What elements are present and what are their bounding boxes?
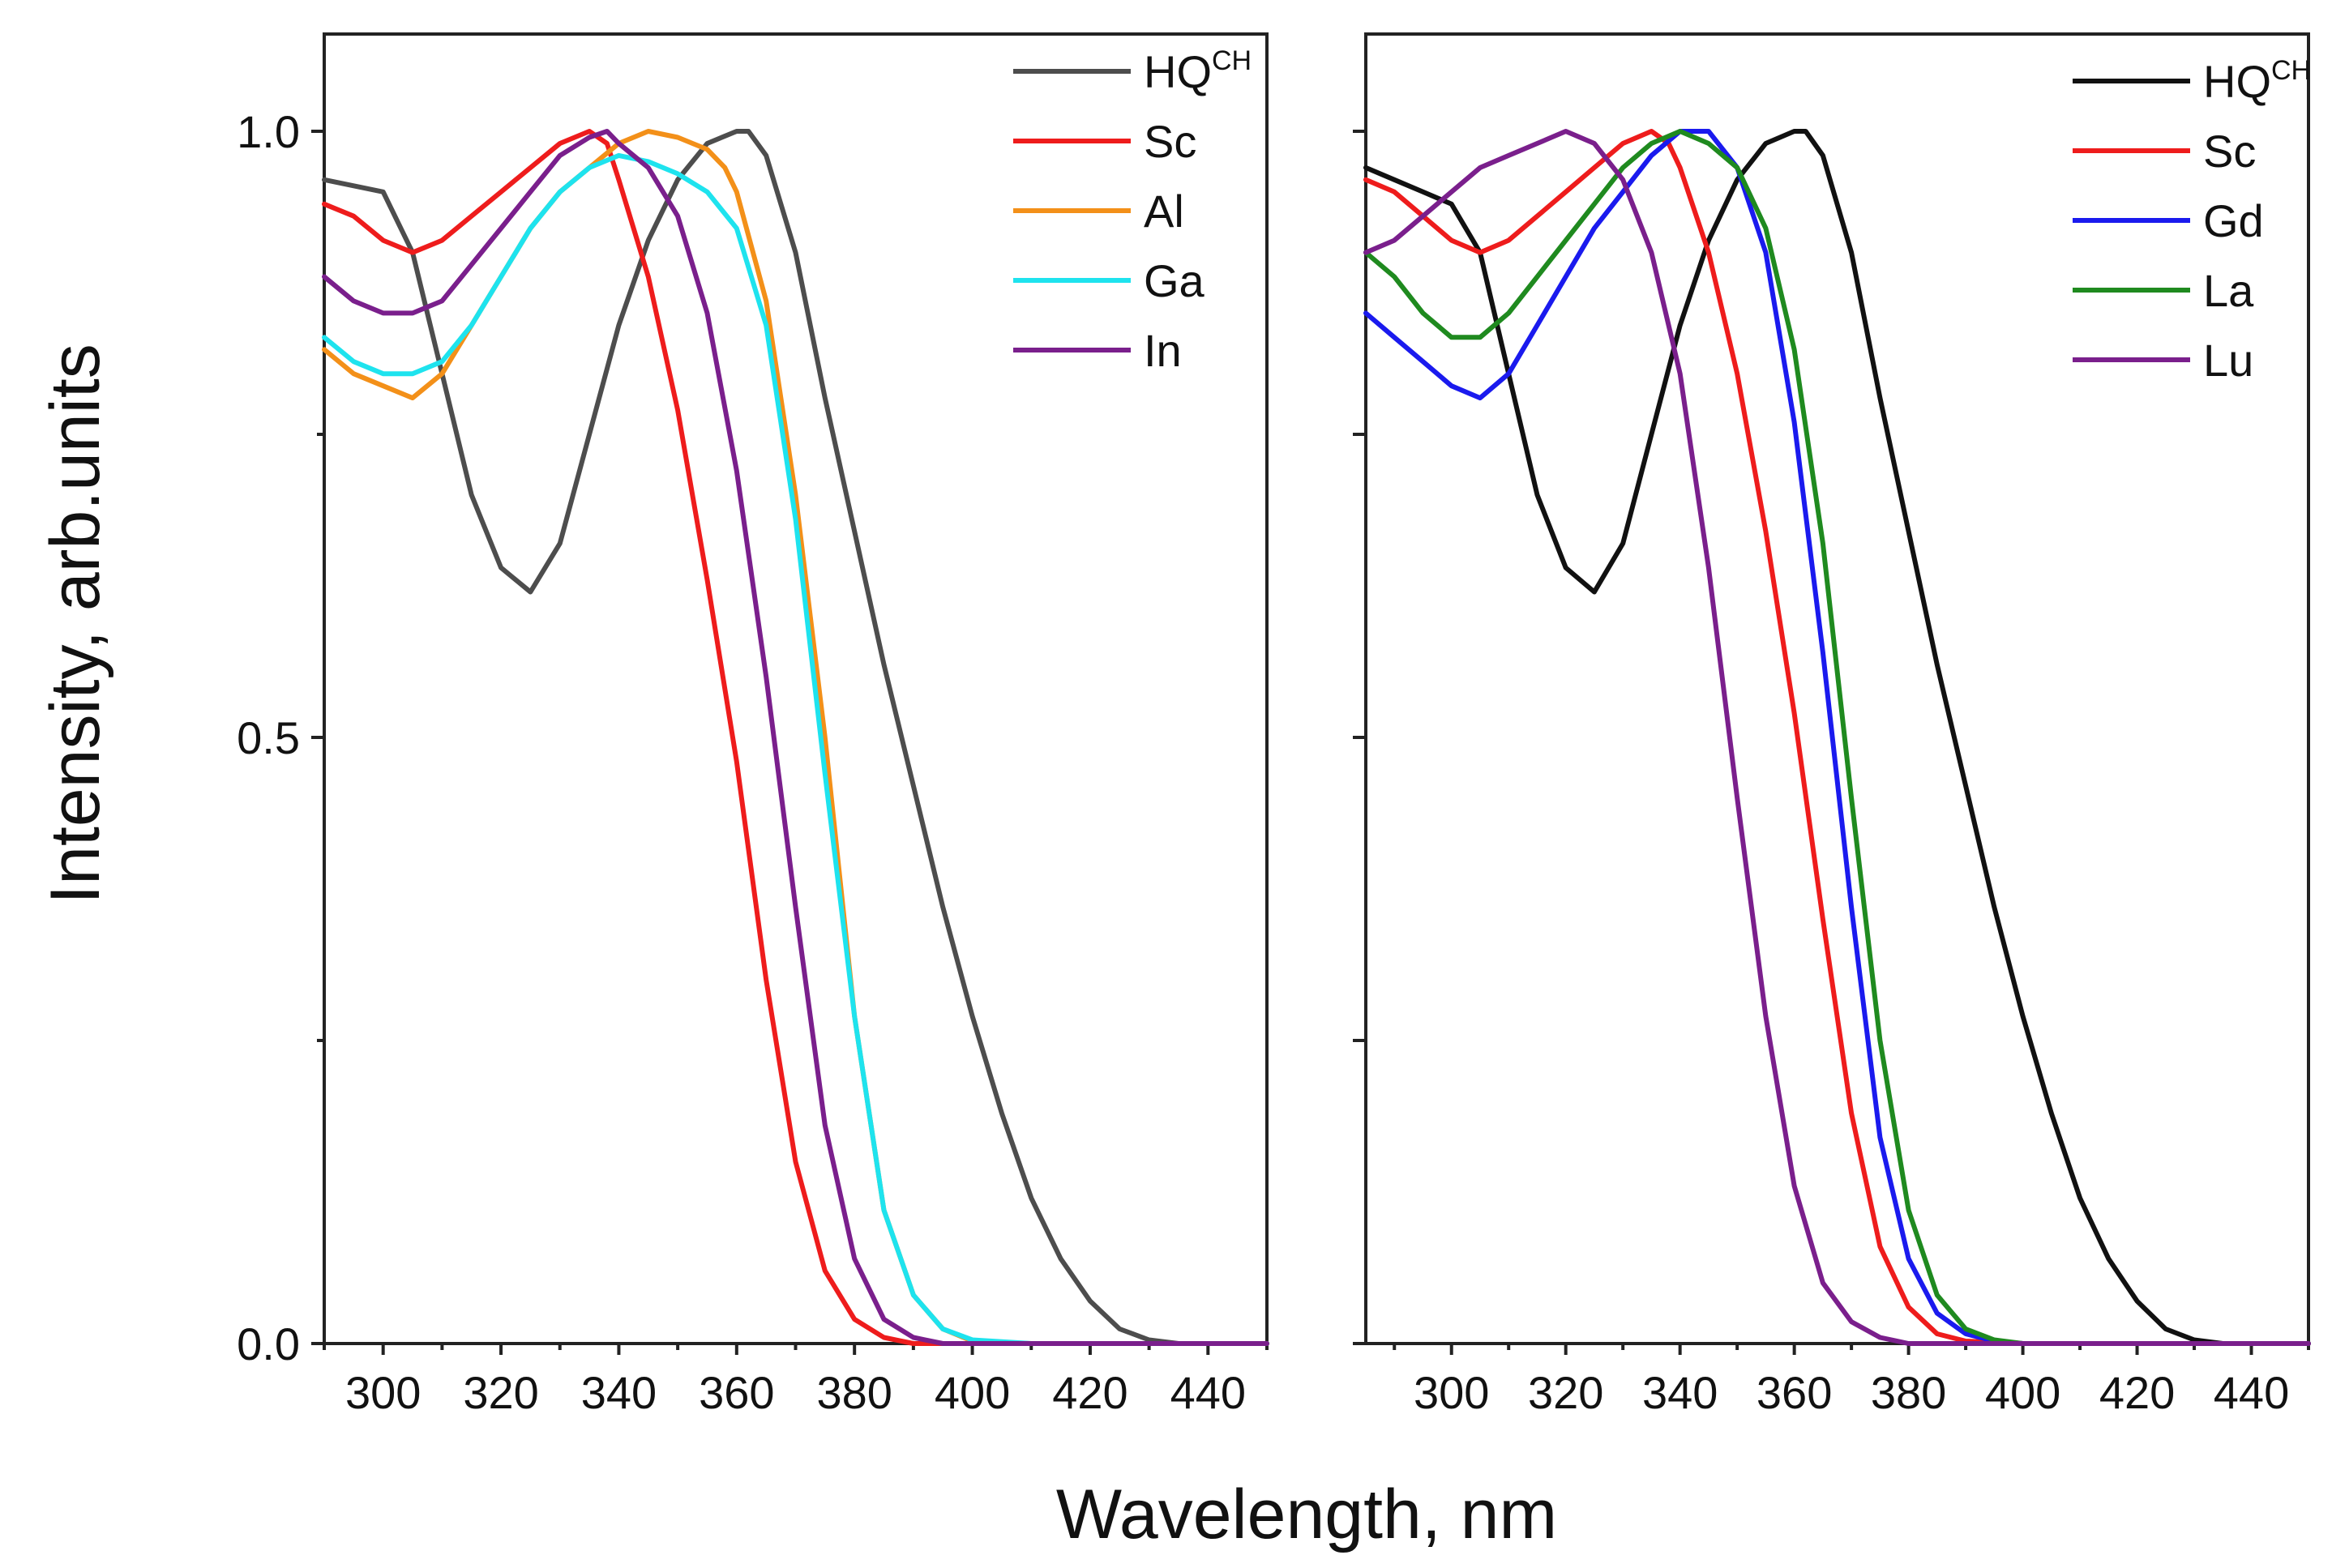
y-tick-label: 0.0 bbox=[237, 1318, 300, 1369]
legend-label-ga: Ga bbox=[1144, 255, 1205, 306]
x-tick-label: 440 bbox=[2214, 1367, 2289, 1418]
legend-label-al: Al bbox=[1144, 186, 1184, 237]
legend-label-in: In bbox=[1144, 325, 1182, 376]
x-tick-label: 420 bbox=[2099, 1367, 2175, 1418]
x-tick-label: 360 bbox=[1756, 1367, 1832, 1418]
legend-superscript: CH bbox=[1212, 45, 1252, 76]
series-line-lu bbox=[1363, 129, 2311, 1346]
series-line-gd bbox=[1363, 129, 2311, 1346]
series-line-hq bbox=[322, 129, 1269, 1346]
y-tick-label: 1.0 bbox=[237, 106, 300, 157]
right-panel: 300 320 340 360 380 400 420 440 HQCH Sc Gd La Lu bbox=[1353, 32, 2311, 1418]
x-tick-label: 380 bbox=[1871, 1367, 1946, 1418]
x-tick-label: 440 bbox=[1170, 1367, 1246, 1418]
legend-label-lu: Lu bbox=[2203, 335, 2253, 386]
legend-label-sc: Sc bbox=[2203, 126, 2256, 177]
series-line-hq bbox=[1363, 129, 2311, 1346]
y-tick-label: 0.5 bbox=[237, 712, 300, 763]
x-axis-title: Wavelength, nm bbox=[1056, 1476, 1557, 1553]
series-line-la bbox=[1363, 129, 2311, 1346]
series-line-sc bbox=[1363, 129, 2311, 1346]
x-tick-label: 380 bbox=[816, 1367, 892, 1418]
series-line-ga bbox=[322, 152, 1269, 1346]
legend-superscript: CH bbox=[2271, 55, 2311, 86]
x-tick-label: 360 bbox=[699, 1367, 774, 1418]
x-tick-label: 340 bbox=[581, 1367, 657, 1418]
x-tick-label: 320 bbox=[463, 1367, 538, 1418]
x-tick-label: 400 bbox=[935, 1367, 1010, 1418]
x-tick-label: 320 bbox=[1528, 1367, 1603, 1418]
legend-label-hq: HQCH bbox=[2203, 55, 2311, 107]
x-tick-label: 400 bbox=[1985, 1367, 2060, 1418]
plot-frame bbox=[1364, 32, 2310, 1345]
x-tick-label: 300 bbox=[1414, 1367, 1489, 1418]
legend-label-gd: Gd bbox=[2203, 195, 2264, 246]
legend-label-sc: Sc bbox=[1144, 116, 1196, 167]
series-line-in bbox=[322, 129, 1269, 1346]
legend-label-la: La bbox=[2203, 265, 2254, 316]
left-panel: 300 320 340 360 380 400 420 440 0.0 0.5 1.0 HQCH Sc A… bbox=[237, 32, 1269, 1418]
x-tick-label: 300 bbox=[345, 1367, 421, 1418]
x-tick-label: 420 bbox=[1052, 1367, 1127, 1418]
y-axis-title: Intensity, arb.units bbox=[36, 344, 114, 904]
legend-label-hq: HQCH bbox=[1144, 45, 1252, 97]
series-line-sc bbox=[322, 129, 1269, 1346]
x-tick-label: 340 bbox=[1642, 1367, 1718, 1418]
